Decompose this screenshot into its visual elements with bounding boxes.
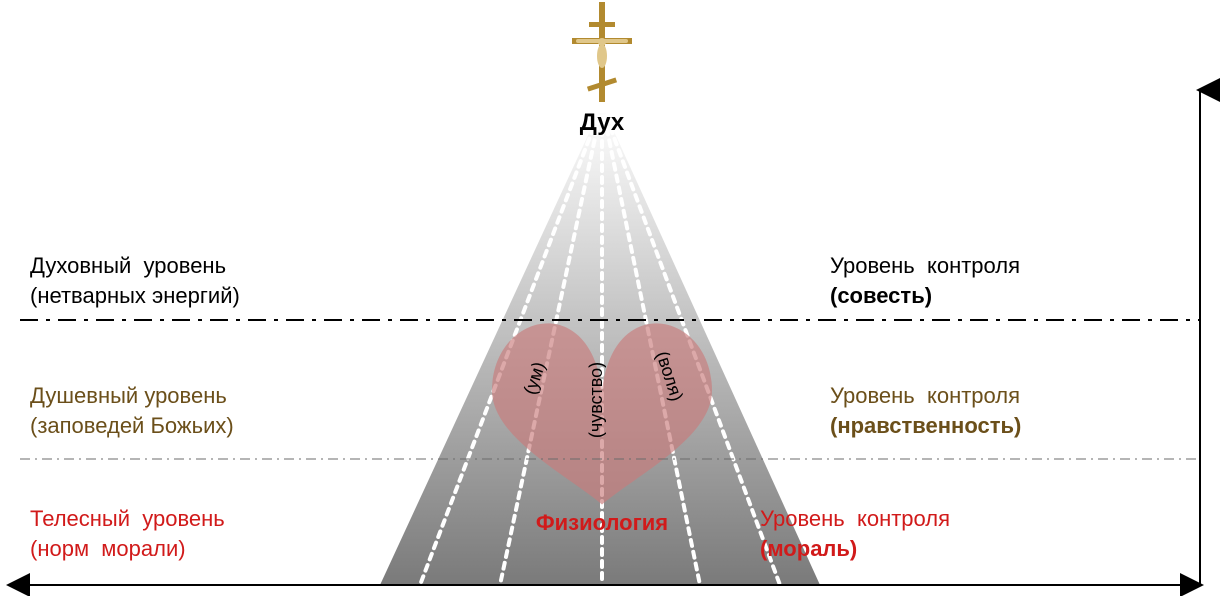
left-soul-line1: Душевный уровень [30,382,227,410]
diagram-stage: (ум)(чувство)(воля) Дух Физиология Духов… [0,0,1230,596]
right-soul-line1: Уровень контроля [830,382,1020,410]
cross-icon [572,2,632,102]
right-spirit-line1: Уровень контроля [830,252,1020,280]
left-soul-line2: (заповедей Божьих) [30,412,234,440]
right-soul-line2: (нравственность) [830,412,1021,440]
right-spirit-line2: (совесть) [830,282,932,310]
right-body-line1: Уровень контроля [760,505,950,533]
left-spirit-line2: (нетварных энергий) [30,282,240,310]
left-body-line2: (норм морали) [30,535,186,563]
svg-text:(чувство): (чувство) [586,362,606,438]
right-body-line2: (мораль) [760,535,857,563]
apex-label: Дух [580,109,625,136]
left-body-line1: Телесный уровень [30,505,225,533]
left-spirit-line1: Духовный уровень [30,252,226,280]
physiology-label: Физиология [536,510,668,535]
